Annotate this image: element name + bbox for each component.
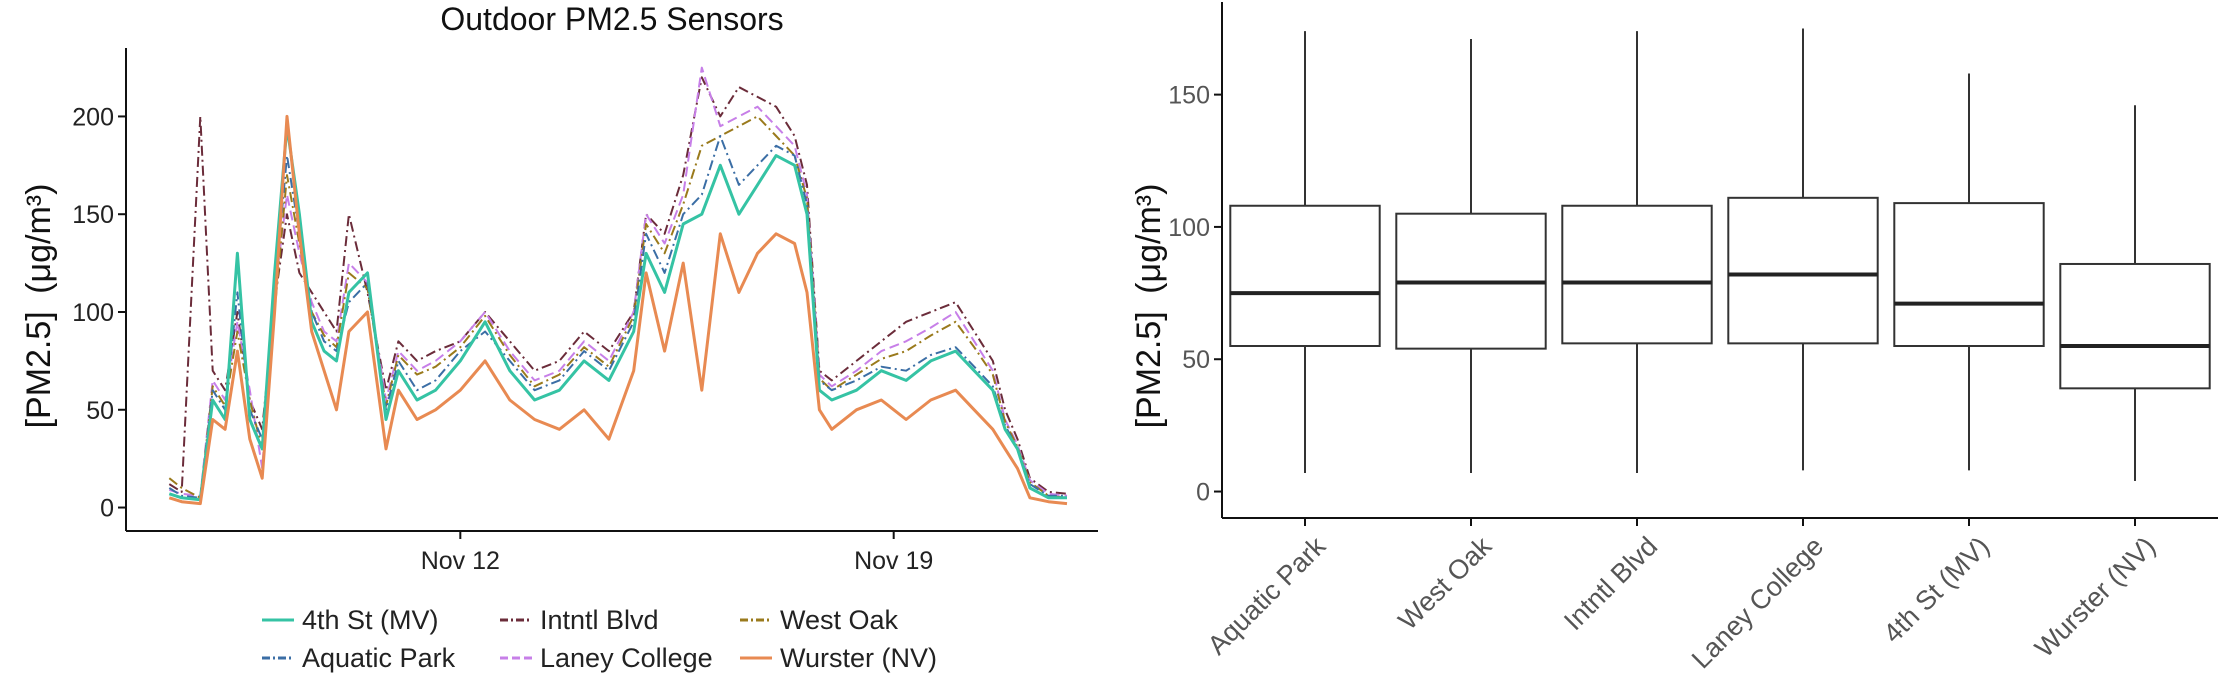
x-tick-label: Laney College <box>1686 531 1829 674</box>
x-tick-label: 4th St (MV) <box>1877 531 1995 649</box>
box <box>1561 31 1713 474</box>
line-chart-panel: Outdoor PM2.5 Sensors [PM2.5] (μg/m³) 0 5… <box>20 1 1098 673</box>
box <box>1727 28 1879 471</box>
series-line <box>168 124 1067 502</box>
series-line <box>168 114 1068 506</box>
legend: 4th St (MV) Aquatic Park Intntl Blvd Laney … <box>262 605 937 673</box>
y-tick-label: 0 <box>100 495 114 523</box>
y-axis-label: [PM2.5] (μg/m³) <box>20 184 58 429</box>
y-ticks: 0 50 100 150 200 <box>72 103 126 523</box>
svg-text:[PM2.5] (μg/m³): [PM2.5] (μg/m³) <box>1130 184 1168 429</box>
y-tick-label: 200 <box>72 103 114 131</box>
y-tick-label: 50 <box>1182 346 1210 374</box>
box <box>2059 105 2211 481</box>
box <box>1893 73 2045 471</box>
series-line <box>168 115 1068 499</box>
box-body <box>1727 196 1879 345</box>
legend-label: Intntl Blvd <box>540 605 659 635</box>
boxes <box>1229 28 2211 481</box>
x-tick-label: Aquatic Park <box>1202 531 1332 661</box>
x-ticks: Nov 12 Nov 19 <box>421 531 933 575</box>
y-axis-label-main: [PM2.5] <box>20 311 58 428</box>
y-tick-label: 150 <box>72 201 114 229</box>
y-axis-label-unit: (μg/m³) <box>1130 184 1168 294</box>
x-ticks: Aquatic Park West Oak Intntl Blvd Laney Col… <box>1202 518 2161 674</box>
series-line <box>168 76 1068 495</box>
y-tick-label: 0 <box>1196 479 1210 507</box>
box-body <box>2059 262 2211 390</box>
legend-label: Laney College <box>540 643 713 673</box>
y-axis-label: [PM2.5] (μg/m³) <box>1130 184 1168 429</box>
legend-label: Wurster (NV) <box>780 643 937 673</box>
box-plot-panel: [PM2.5] (μg/m³) 0 50 100 150 Aquatic Park We… <box>1130 2 2218 674</box>
box <box>1229 31 1381 474</box>
y-tick-label: 50 <box>86 397 114 425</box>
box-body <box>1893 202 2045 347</box>
legend-label: 4th St (MV) <box>302 605 439 635</box>
y-tick-label: 100 <box>72 299 114 327</box>
x-tick-label: Intntl Blvd <box>1558 531 1663 636</box>
legend-label: West Oak <box>780 605 899 635</box>
y-axis-label-main: [PM2.5] <box>1130 311 1168 428</box>
x-tick-label: Nov 19 <box>854 547 933 575</box>
legend-label: Aquatic Park <box>302 643 456 673</box>
box <box>1395 39 1547 474</box>
y-ticks: 0 50 100 150 <box>1168 82 1222 507</box>
x-tick-label: Nov 12 <box>421 547 500 575</box>
box-body <box>1561 204 1713 345</box>
box-body <box>1229 204 1381 347</box>
x-tick-label: Wurster (NV) <box>2029 531 2161 663</box>
y-axis-label-unit: (μg/m³) <box>20 184 58 294</box>
svg-text:[PM2.5] (μg/m³): [PM2.5] (μg/m³) <box>20 184 58 429</box>
y-tick-label: 100 <box>1168 214 1210 242</box>
y-tick-label: 150 <box>1168 82 1210 110</box>
x-tick-label: West Oak <box>1393 531 1498 636</box>
series-line <box>168 135 1067 499</box>
chart-title: Outdoor PM2.5 Sensors <box>440 1 783 37</box>
series-line <box>168 66 1068 497</box>
series-lines <box>168 66 1068 506</box>
